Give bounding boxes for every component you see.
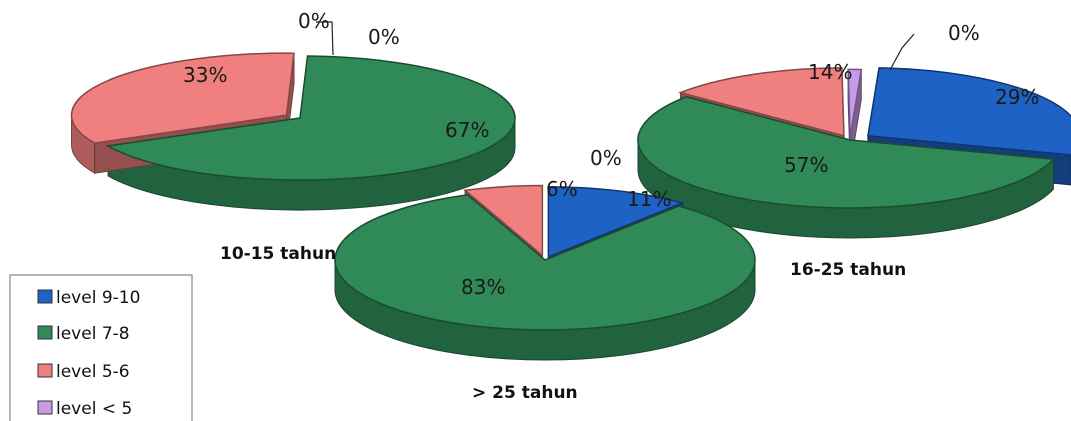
data-label-level-7-8: 83%	[461, 275, 505, 299]
pie-tops	[334, 184, 756, 331]
pie-slice-level-9-10	[547, 186, 685, 259]
legend: level 9-10 level 7-8 level 5-6 level < 5	[9, 274, 193, 421]
pie-chart-over-25-tahun: 11% 83% 6% 0%	[334, 146, 756, 361]
pie-name-16-25-tahun: 16-25 tahun	[790, 260, 906, 280]
pie-tops	[637, 67, 1071, 209]
pie-name-over-25-tahun: > 25 tahun	[472, 383, 578, 403]
legend-swatch-level-below-5	[37, 400, 53, 415]
pie-slice-level-5-6	[678, 67, 845, 137]
data-label-level-9-10: 0%	[368, 25, 400, 49]
data-label-level-7-8: 67%	[445, 118, 489, 142]
pie-slice-level-7-8	[637, 95, 1055, 209]
data-label-level-below-5: 0%	[590, 146, 622, 170]
legend-label-level-below-5: level < 5	[56, 399, 132, 419]
pie-slice-level-5-6	[70, 52, 295, 144]
legend-swatch-level-9-10	[37, 289, 53, 304]
data-label-level-5-6: 14%	[808, 60, 852, 84]
legend-swatch-level-7-8	[37, 325, 53, 340]
data-label-level-5-6: 33%	[183, 63, 227, 87]
legend-label-level-9-10: level 9-10	[56, 288, 140, 308]
pie-tops	[70, 52, 516, 181]
pie-chart-10-15-tahun: 0% 67% 33% 0%	[70, 9, 516, 211]
legend-label-level-5-6: level 5-6	[56, 362, 130, 382]
pie-slice-level-7-8	[105, 55, 516, 181]
legend-swatch-level-5-6	[37, 363, 53, 378]
data-label-level-9-10: 11%	[627, 187, 671, 211]
pie-name-10-15-tahun: 10-15 tahun	[220, 244, 336, 264]
pie-slice-level-5-6	[463, 184, 544, 258]
pie-chart-16-25-tahun: 29% 57% 14% 0%	[637, 21, 1071, 239]
leader-line-level-below-5	[316, 21, 334, 56]
data-label-level-below-5: 0%	[298, 9, 330, 33]
leader-line-level-below-5	[889, 33, 915, 71]
data-label-level-7-8: 57%	[784, 153, 828, 177]
pie-slice-level-9-10	[867, 67, 1071, 156]
data-label-level-5-6: 6%	[546, 177, 578, 201]
legend-label-level-7-8: level 7-8	[56, 324, 130, 344]
pie-slice-level-7-8	[334, 194, 756, 331]
data-label-level-below-5: 0%	[948, 21, 980, 45]
pie-slice-level-below-5	[847, 68, 863, 138]
data-label-level-9-10: 29%	[995, 85, 1039, 109]
